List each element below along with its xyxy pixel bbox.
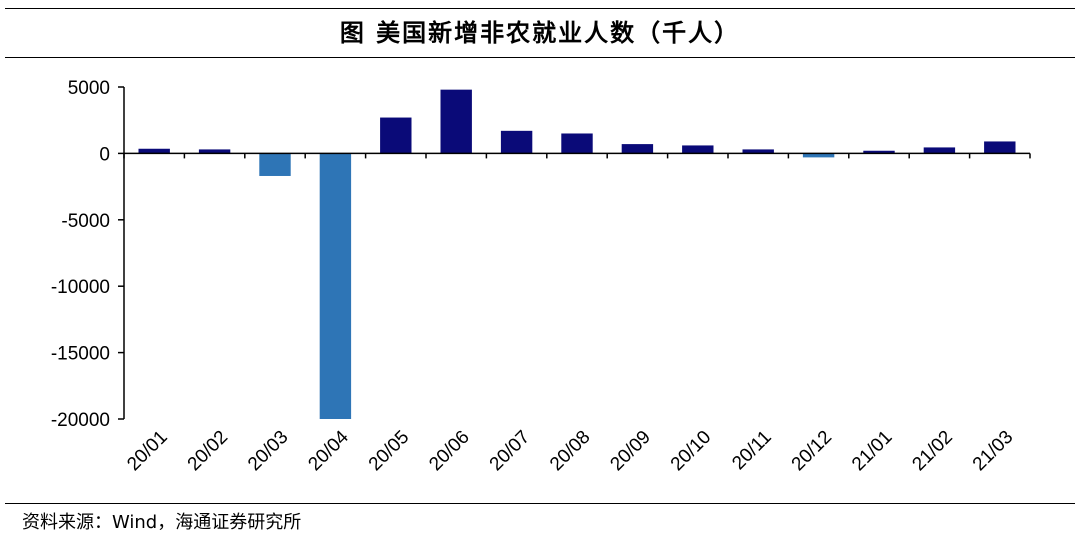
x-tick-label: 21/01 [848,427,896,475]
x-tick-label: 20/06 [425,427,473,475]
x-tick-label: 20/05 [365,427,413,475]
x-tick-label: 20/04 [304,426,353,475]
y-tick-label: -15000 [51,344,110,365]
x-tick-label: 20/03 [244,427,292,475]
bar-20-07 [500,130,533,154]
x-tick-label: 20/10 [667,427,715,475]
bar-21-03 [984,141,1016,154]
bar-20-05 [380,117,412,154]
x-tick-label: 20/07 [486,427,534,475]
source-note: 资料来源：Wind，海通证券研究所 [22,512,302,533]
bar-20-06 [440,89,472,154]
axes [123,87,1031,419]
y-tick-label: -5000 [61,211,110,232]
bar-20-04 [319,153,352,419]
y-tick-label: 5000 [68,78,110,99]
title-rule [5,57,1075,58]
x-tick-label: 21/02 [908,427,956,475]
bar-20-12 [802,153,835,158]
top-rule [5,8,1075,9]
bar-20-11 [742,149,774,154]
bar-20-03 [259,153,291,176]
bar-20-09 [621,144,654,154]
x-axis-ticks: 20/01 20/02 20/03 20/04 20/05 20/06 20/07 20/08… [123,426,1017,475]
y-tick-label: -20000 [51,410,110,431]
y-axis-ticks: 5000 0 -5000 -10000 -15000 -20000 [51,78,124,431]
x-tick-label: 20/11 [728,427,775,474]
y-tick-label: 0 [99,144,110,165]
bar-20-10 [682,145,714,154]
x-tick-label: 20/09 [606,427,654,475]
y-tick-label: -10000 [51,277,110,298]
x-tick-label: 20/08 [546,427,594,475]
bar-20-02 [198,149,231,154]
x-tick-label: 20/01 [123,427,171,475]
x-tick-label: 20/12 [788,427,836,475]
bar-20-01 [138,148,170,154]
bar-20-08 [561,133,593,154]
bar-21-01 [863,150,895,154]
figure-title: 图 美国新增非农就业人数（千人） [339,19,741,47]
x-tick-label: 20/02 [184,427,232,475]
bars-group [138,89,1016,419]
bottom-rule [5,503,1075,504]
x-tick-label: 21/03 [969,427,1017,475]
bar-21-02 [923,147,956,154]
